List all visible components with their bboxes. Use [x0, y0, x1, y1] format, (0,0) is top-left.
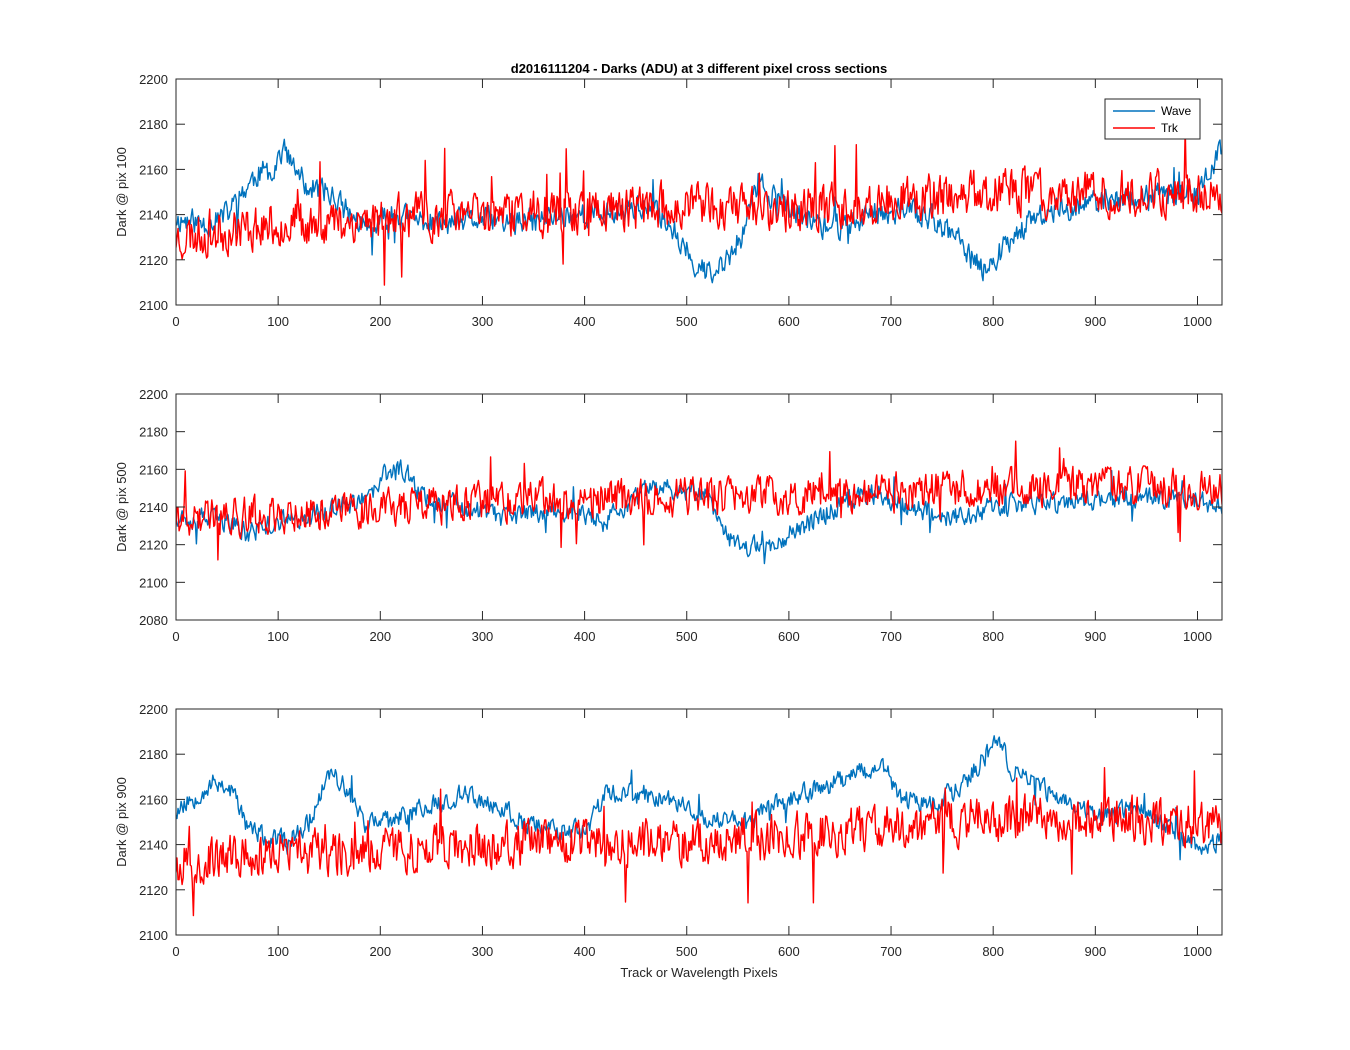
x-tick-label: 300 — [472, 629, 494, 644]
x-tick-label: 1000 — [1183, 314, 1212, 329]
x-tick-label: 500 — [676, 314, 698, 329]
x-tick-label: 600 — [778, 314, 800, 329]
x-tick-label: 200 — [369, 944, 391, 959]
x-tick-label: 400 — [574, 629, 596, 644]
x-tick-label: 600 — [778, 944, 800, 959]
y-tick-label: 2200 — [139, 702, 168, 717]
y-axis-label: Dark @ pix 100 — [114, 147, 129, 237]
series-group — [176, 735, 1222, 917]
series-line-trk — [176, 440, 1222, 561]
x-tick-label: 700 — [880, 944, 902, 959]
x-tick-label: 600 — [778, 629, 800, 644]
x-tick-label: 700 — [880, 314, 902, 329]
x-tick-label: 400 — [574, 944, 596, 959]
x-tick-label: 0 — [172, 314, 179, 329]
y-axis-label: Dark @ pix 900 — [114, 777, 129, 867]
x-tick-label: 200 — [369, 314, 391, 329]
y-tick-label: 2140 — [139, 208, 168, 223]
y-tick-label: 2120 — [139, 883, 168, 898]
y-tick-label: 2100 — [139, 928, 168, 943]
y-tick-label: 2180 — [139, 117, 168, 132]
x-tick-label: 1000 — [1183, 944, 1212, 959]
y-axis-label: Dark @ pix 500 — [114, 462, 129, 552]
x-tick-label: 900 — [1084, 944, 1106, 959]
x-tick-label: 800 — [982, 314, 1004, 329]
series-line-trk — [176, 767, 1222, 917]
series-line-trk — [176, 125, 1222, 286]
x-tick-label: 100 — [267, 314, 289, 329]
x-tick-label: 0 — [172, 629, 179, 644]
y-tick-label: 2200 — [139, 387, 168, 402]
x-tick-label: 900 — [1084, 314, 1106, 329]
x-tick-label: 100 — [267, 944, 289, 959]
x-tick-label: 200 — [369, 629, 391, 644]
x-tick-label: 800 — [982, 944, 1004, 959]
x-tick-label: 300 — [472, 314, 494, 329]
y-tick-label: 2080 — [139, 613, 168, 628]
legend: Wave Trk — [1104, 98, 1201, 140]
plot-area — [176, 709, 1222, 935]
x-tick-label: 1000 — [1183, 629, 1212, 644]
x-tick-label: 500 — [676, 629, 698, 644]
subplot-2: 0 100 200 300 400 500 600 700 800 900 1000 2080 2100… — [114, 387, 1223, 644]
axes-box — [175, 78, 1223, 306]
series-line-wave — [176, 735, 1222, 861]
x-tick-label: 700 — [880, 629, 902, 644]
legend-box — [1104, 98, 1201, 140]
figure-title: d2016111204 - Darks (ADU) at 3 different… — [511, 61, 887, 76]
series-group — [176, 440, 1222, 565]
axes-box — [175, 708, 1223, 936]
y-tick-label: 2160 — [139, 162, 168, 177]
series-group — [176, 125, 1222, 286]
plots-container: 0 100 200 300 400 500 600 700 800 900 100021002120… — [114, 72, 1223, 980]
x-tick-label: 500 — [676, 944, 698, 959]
legend-label-wave: Wave — [1161, 104, 1192, 118]
x-axis-label: Track or Wavelength Pixels — [620, 965, 778, 980]
subplot-1: 0 100 200 300 400 500 600 700 800 900 1000 2100 2120… — [114, 72, 1223, 329]
x-tick-label: 900 — [1084, 629, 1106, 644]
y-tick-label: 2200 — [139, 72, 168, 87]
y-tick-label: 2180 — [139, 747, 168, 762]
legend-label-trk: Trk — [1161, 121, 1179, 135]
subplot-3: 0 100 200 300 400 500 600 700 800 900 1000 2100 2120… — [114, 702, 1223, 980]
x-tick-label: 400 — [574, 314, 596, 329]
y-tick-label: 2120 — [139, 538, 168, 553]
x-tick-label: 100 — [267, 629, 289, 644]
x-tick-label: 300 — [472, 944, 494, 959]
y-tick-label: 2140 — [139, 500, 168, 515]
x-tick-label: 800 — [982, 629, 1004, 644]
y-tick-label: 2180 — [139, 425, 168, 440]
y-tick-label: 2160 — [139, 792, 168, 807]
x-tick-label: 0 — [172, 944, 179, 959]
y-tick-label: 2140 — [139, 838, 168, 853]
y-tick-label: 2100 — [139, 298, 168, 313]
y-tick-label: 2160 — [139, 462, 168, 477]
y-tick-label: 2100 — [139, 575, 168, 590]
y-tick-label: 2120 — [139, 253, 168, 268]
